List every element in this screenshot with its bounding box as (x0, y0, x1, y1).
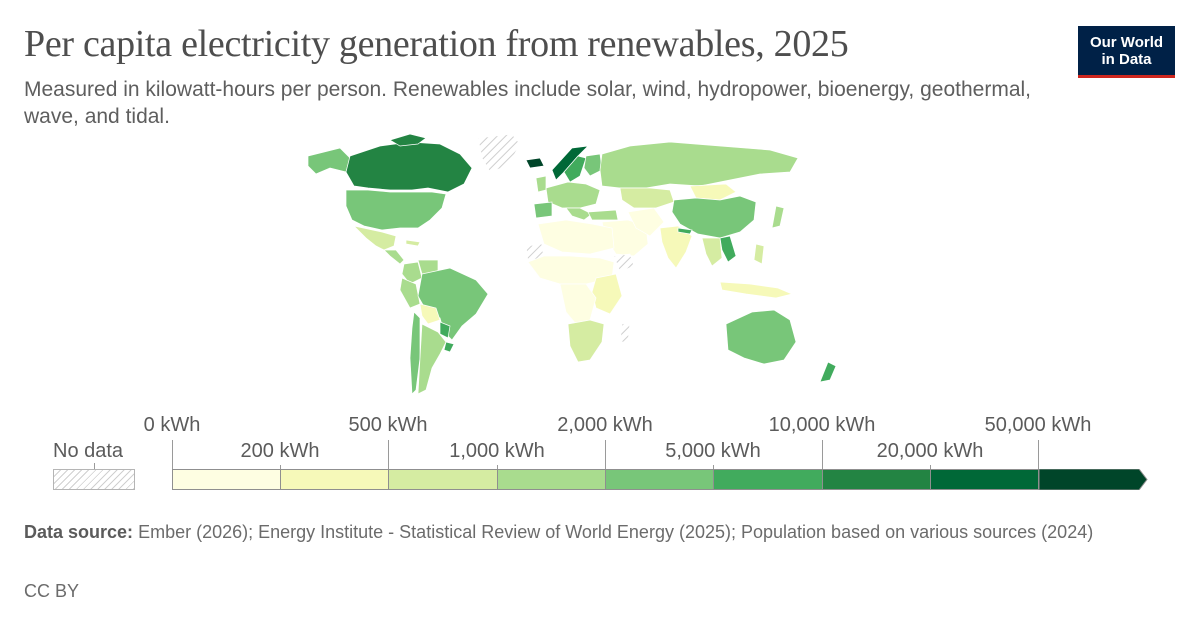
legend-tick (172, 440, 173, 469)
legend-no-data-tick (94, 463, 95, 469)
region-argentina[interactable] (417, 323, 447, 395)
region-central-africa[interactable] (559, 283, 597, 325)
region-nepal[interactable] (677, 227, 693, 235)
legend-label-500: 500 kWh (348, 414, 428, 436)
region-new-zealand[interactable] (819, 361, 837, 383)
region-iran-central-asia[interactable] (627, 207, 665, 237)
region-iberia[interactable] (533, 201, 553, 219)
legend-swatch-1 (281, 469, 389, 490)
region-philippines[interactable] (753, 243, 765, 265)
legend-label-10000: 10,000 kWh (768, 414, 876, 436)
region-sahel[interactable] (527, 255, 615, 285)
legend-tick (497, 465, 498, 469)
region-north-africa[interactable] (537, 219, 615, 255)
region-colombia[interactable] (401, 261, 423, 285)
region-canada[interactable] (345, 141, 473, 193)
region-central-america[interactable] (383, 249, 405, 265)
legend-swatch-6 (823, 469, 931, 490)
legend-tick (713, 465, 714, 469)
region-turkey[interactable] (587, 209, 619, 221)
legend-swatch-2 (389, 469, 498, 490)
region-western-europe[interactable] (545, 181, 601, 209)
legend-swatch-8 (1039, 469, 1148, 490)
region-kazakhstan[interactable] (619, 187, 675, 209)
license[interactable]: CC BY (24, 581, 80, 601)
region-iceland[interactable] (525, 157, 545, 169)
region-somalia[interactable] (613, 253, 635, 273)
region-laos-vietnam[interactable] (719, 235, 737, 263)
data-source-label: Data source: (24, 522, 134, 542)
legend-tick (280, 465, 281, 469)
region-canada-arctic[interactable] (389, 133, 427, 147)
legend-tick (822, 440, 823, 469)
legend-label-1000: 1,000 kWh (449, 440, 545, 462)
legend-swatch-5 (714, 469, 823, 490)
legend-swatch-7 (931, 469, 1039, 490)
region-east-africa[interactable] (591, 273, 623, 315)
region-usa[interactable] (345, 189, 447, 231)
region-paraguay[interactable] (439, 321, 451, 339)
region-peru[interactable] (399, 277, 421, 309)
region-alaska[interactable] (307, 147, 351, 175)
legend-swatch-4 (606, 469, 714, 490)
region-southern-africa[interactable] (567, 319, 605, 363)
legend-swatch-0 (172, 469, 281, 490)
region-australia[interactable] (725, 309, 797, 365)
legend-tick (930, 465, 931, 469)
legend-swatch-3 (498, 469, 606, 490)
chart-subtitle: Measured in kilowatt-hours per person. R… (24, 78, 1031, 128)
region-finland[interactable] (583, 153, 603, 177)
chart-title: Per capita electricity generation from r… (24, 23, 849, 65)
legend-label-50000: 50,000 kWh (984, 414, 1092, 436)
region-sweden[interactable] (563, 155, 587, 183)
legend-no-data-label: No data (53, 440, 124, 462)
legend-no-data-swatch (53, 469, 135, 490)
region-madagascar[interactable] (619, 321, 631, 343)
region-mongolia[interactable] (689, 183, 737, 201)
owid-logo[interactable]: Our World in Data (1078, 26, 1175, 78)
region-mexico[interactable] (352, 225, 397, 251)
logo-text: Our World in Data (1089, 33, 1164, 68)
region-bolivia[interactable] (419, 303, 441, 325)
region-japan[interactable] (771, 205, 785, 229)
legend-tick (388, 440, 389, 469)
legend-label-5000: 5,000 kWh (665, 440, 761, 462)
data-source: Data source: Ember (2026); Energy Instit… (24, 521, 1124, 544)
region-uk[interactable] (535, 175, 547, 193)
region-russia[interactable] (599, 141, 799, 189)
data-source-text: Ember (2026); Energy Institute - Statist… (138, 522, 1094, 542)
legend-label-0: 0 kWh (143, 414, 201, 436)
region-indonesia[interactable] (719, 281, 794, 299)
region-india[interactable] (659, 225, 693, 269)
region-uruguay[interactable] (443, 341, 455, 353)
legend-label-2000: 2,000 kWh (557, 414, 653, 436)
region-chile[interactable] (409, 311, 421, 395)
legend-tick (605, 440, 606, 469)
region-greenland[interactable] (477, 133, 521, 173)
region-italy-balkans[interactable] (565, 207, 593, 221)
legend-tick (1038, 440, 1039, 469)
region-thailand-myanmar[interactable] (701, 237, 723, 267)
legend-label-20000: 20,000 kWh (876, 440, 984, 462)
legend-label-200: 200 kWh (240, 440, 320, 462)
region-china[interactable] (671, 195, 757, 239)
world-map[interactable] (250, 128, 900, 408)
region-caribbean[interactable] (405, 239, 421, 247)
